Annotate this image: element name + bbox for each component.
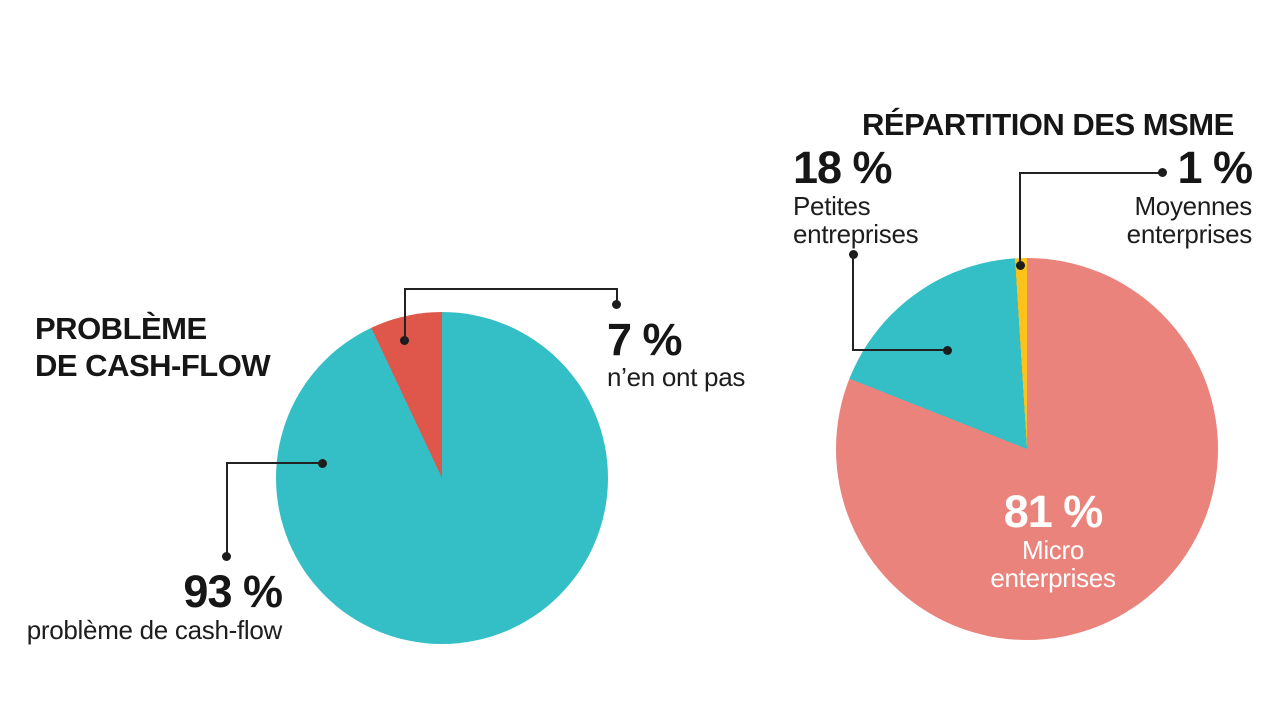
callout-line-7-vertical xyxy=(404,288,406,341)
label-18-percent: 18 % xyxy=(793,142,893,193)
callout-dot-7-end xyxy=(612,300,621,309)
label-93-text: problème de cash-flow xyxy=(26,615,283,645)
left-chart-title-line2: DE CASH-FLOW xyxy=(35,348,271,383)
label-18-line1: Petites xyxy=(793,191,871,221)
left-chart-title-line1: PROBLÈME xyxy=(35,311,207,346)
left-chart-title: PROBLÈME DE CASH-FLOW xyxy=(35,310,271,384)
label-93-percent: 93 % xyxy=(183,566,283,617)
label-1-line1: Moyennes xyxy=(1134,191,1252,221)
label-81-percent: 81 % xyxy=(1003,486,1104,537)
callout-dot-18-end xyxy=(943,346,952,355)
label-81-line2: enterprises xyxy=(990,563,1116,593)
callout-line-1-vertical xyxy=(1019,172,1021,265)
label-18-percent-block: 18 % Petites entreprises xyxy=(793,142,919,249)
label-1-percent: 1 % xyxy=(1177,142,1253,193)
callout-dot-93-end xyxy=(222,552,231,561)
label-18-line2: entreprises xyxy=(793,219,919,249)
label-93-percent-block: 93 % problème de cash-flow xyxy=(26,566,283,645)
callout-line-18-horizontal xyxy=(852,349,948,351)
label-7-percent-block: 7 % n’en ont pas xyxy=(607,314,746,392)
label-81-percent-block: 81 % Micro enterprises xyxy=(903,486,1203,593)
callout-dot-93-anchor xyxy=(318,459,327,468)
callout-line-7-horizontal xyxy=(404,288,618,290)
label-7-text: n’en ont pas xyxy=(607,362,746,392)
pie-repartition-msme xyxy=(836,258,1218,640)
callout-line-1-horizontal xyxy=(1019,172,1163,174)
callout-line-18-vertical xyxy=(852,254,854,351)
label-1-percent-block: 1 % Moyennes enterprises xyxy=(1126,142,1253,249)
label-81-line1: Micro xyxy=(1021,535,1085,565)
callout-line-93-vertical xyxy=(226,462,228,555)
label-1-line2: enterprises xyxy=(1126,219,1253,249)
label-7-percent: 7 % xyxy=(607,314,683,365)
callout-line-7-drop xyxy=(616,288,618,303)
callout-dot-1-end xyxy=(1158,168,1167,177)
callout-dot-1-anchor xyxy=(1016,261,1025,270)
right-chart-title: RÉPARTITION DES MSME xyxy=(862,107,1234,142)
callout-line-93-horizontal xyxy=(226,462,322,464)
pie-cash-flow xyxy=(276,312,608,644)
